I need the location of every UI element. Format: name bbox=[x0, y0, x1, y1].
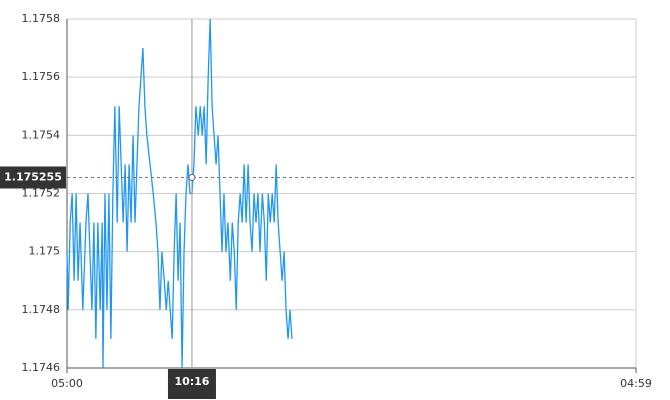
y-tick-label: 1.1758 bbox=[22, 12, 61, 25]
y-tick-label: 1.1746 bbox=[22, 361, 61, 374]
y-flag bbox=[0, 166, 66, 189]
y-flag-label: 1.175255 bbox=[4, 171, 62, 184]
y-tick-label: 1.175 bbox=[29, 245, 61, 258]
price-line bbox=[66, 18, 293, 369]
y-tick-label: 1.1754 bbox=[22, 128, 61, 141]
y-tick-label: 1.1748 bbox=[22, 303, 61, 316]
x-tick-label: 05:00 bbox=[51, 377, 83, 390]
x-flag bbox=[167, 369, 216, 399]
y-tick-label: 1.1756 bbox=[22, 70, 61, 83]
y-tick-label: 1.1752 bbox=[22, 187, 61, 200]
x-flag-label: 10:16 bbox=[174, 375, 209, 388]
x-tick-label: 04:59 bbox=[620, 377, 652, 390]
crosshair-point bbox=[188, 174, 196, 182]
